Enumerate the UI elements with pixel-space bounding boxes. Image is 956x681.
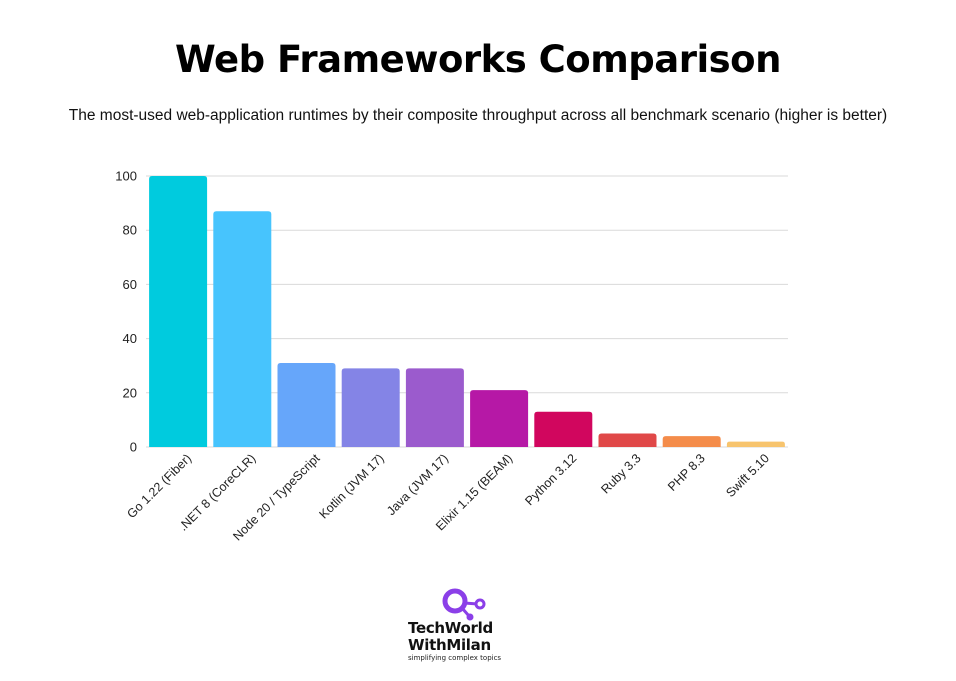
bar [534, 411, 593, 447]
bar [470, 390, 529, 447]
y-tick-label: 80 [123, 223, 137, 238]
x-tick-label: Kotlin (JVM 17) [316, 451, 386, 521]
y-tick-label: 40 [123, 331, 137, 346]
logo-text-line1: TechWorld [408, 619, 493, 637]
bar [149, 176, 208, 447]
bar [726, 441, 785, 447]
y-tick-label: 20 [123, 385, 137, 400]
x-tick-label: Swift 5.10 [723, 451, 772, 500]
x-tick-label: PHP 8.3 [665, 451, 708, 494]
bars [149, 176, 785, 447]
bar [662, 436, 721, 447]
bar [598, 433, 657, 447]
bar [405, 368, 464, 447]
y-tick-label: 0 [130, 440, 137, 455]
bar [213, 211, 272, 447]
x-tick-label: Ruby 3.3 [598, 451, 643, 496]
x-tick-label: Python 3.12 [522, 451, 579, 508]
chart-title: Web Frameworks Comparison [175, 38, 781, 81]
bar [341, 368, 400, 447]
x-tick-label: Java (JVM 17) [384, 451, 451, 518]
y-tick-label: 60 [123, 277, 137, 292]
x-tick-label: Go 1.22 (Fiber) [124, 451, 194, 521]
y-tick-label: 100 [115, 169, 137, 184]
x-axis-tick-labels: Go 1.22 (Fiber).NET 8 (CoreCLR)Node 20 /… [124, 451, 772, 544]
chart-subtitle: The most-used web-application runtimes b… [68, 107, 888, 124]
brand-logo: TechWorld WithMilan simplifying complex … [400, 586, 520, 666]
logo-text-line2: WithMilan [408, 636, 491, 654]
y-axis-tick-labels: 0 20 40 60 80 100 [115, 169, 137, 455]
logo-node-icon [442, 588, 486, 621]
bar [277, 362, 336, 447]
logo-tagline: simplifying complex topics [408, 654, 502, 662]
